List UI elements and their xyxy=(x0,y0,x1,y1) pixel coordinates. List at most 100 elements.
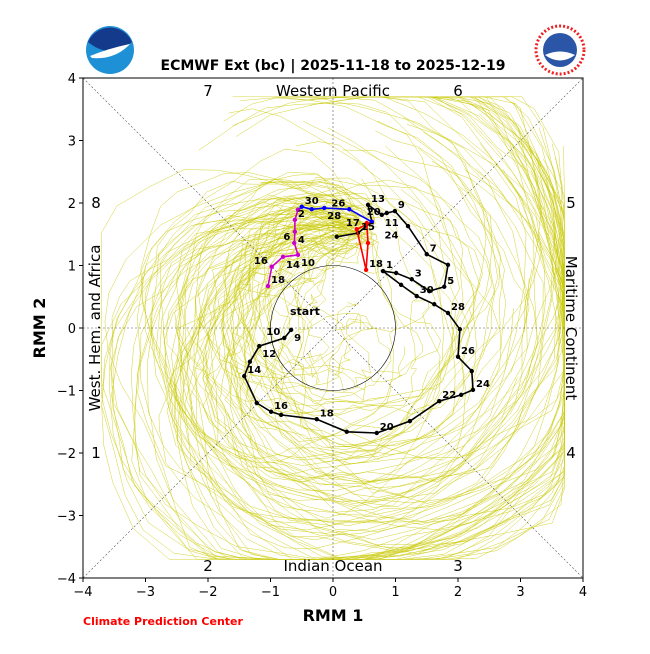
y-axis-label: RMM 2 xyxy=(30,298,49,359)
x-tick-label: −2 xyxy=(198,585,217,600)
y-tick-label: 2 xyxy=(68,197,76,212)
ensemble-member-line xyxy=(221,188,481,440)
y-tick-label: −4 xyxy=(57,572,76,587)
observed-point xyxy=(427,288,432,294)
observed-day-label: 20 xyxy=(380,422,394,433)
forecast-week1-point xyxy=(363,267,369,273)
ensemble-member-line xyxy=(166,96,565,560)
ensemble-member-line xyxy=(197,187,505,459)
ensemble-member-line xyxy=(195,202,423,392)
ensemble-member-line xyxy=(222,96,559,501)
ensemble-member-line xyxy=(242,145,460,483)
observed-day-label: 22 xyxy=(442,390,456,401)
phase-diagonal xyxy=(82,77,584,579)
observed-point xyxy=(247,359,253,364)
observed-day-label: 1 xyxy=(386,260,393,271)
x-tick-label: −4 xyxy=(73,585,92,600)
observed-point xyxy=(374,430,379,436)
forecast-week1-point xyxy=(365,240,371,246)
ensemble-member-line xyxy=(202,96,538,483)
ensemble-member-line xyxy=(179,149,544,519)
phase-1: 1 xyxy=(91,444,101,462)
ensemble-member-line xyxy=(101,173,564,560)
region-left: West. Hem. and Africa xyxy=(86,245,104,412)
observed-point xyxy=(405,223,411,229)
forecast-week3-day-label: 18 xyxy=(271,275,285,286)
y-tick-label: 1 xyxy=(68,260,76,275)
forecast-week3-point xyxy=(292,217,298,223)
forecast-week3-point xyxy=(292,240,297,246)
ensemble-member-line xyxy=(174,96,565,560)
x-tick-label: −3 xyxy=(136,585,155,600)
ensemble-member-line xyxy=(251,179,465,461)
observed-point xyxy=(254,400,259,406)
observed-point xyxy=(469,368,474,374)
forecast-week1-point xyxy=(364,220,369,226)
ensemble-member-line xyxy=(170,96,565,559)
ensemble-member-line xyxy=(211,213,514,480)
observed-point xyxy=(455,354,461,359)
forecast-week1-day-label: 17 xyxy=(346,218,360,229)
unit-circle xyxy=(270,265,396,391)
observed-point xyxy=(470,387,476,393)
forecast-week2-point xyxy=(347,207,352,212)
forecast-week2-day-label: 30 xyxy=(305,196,319,207)
observed-day-label: 3 xyxy=(415,268,422,279)
ensemble-member-line xyxy=(196,160,539,465)
ensemble-member-line xyxy=(223,154,565,494)
credit-label: Climate Prediction Center xyxy=(83,615,243,628)
ensemble-member-line xyxy=(195,182,436,370)
observed-point xyxy=(288,327,294,333)
forecast-week3-point xyxy=(280,254,286,259)
forecast-week2-day-label: 24 xyxy=(385,231,399,242)
observed-day-label: 9 xyxy=(398,200,405,211)
observed-point xyxy=(334,234,339,239)
y-tick-label: −1 xyxy=(57,385,76,400)
ensemble-member-line xyxy=(195,113,565,554)
forecast-week1-day-label: 18 xyxy=(369,259,383,270)
observed-point xyxy=(282,335,287,341)
ensemble-member-line xyxy=(163,127,446,459)
y-tick-label: 0 xyxy=(68,322,76,337)
observed-point xyxy=(432,302,437,307)
observed-day-label: 5 xyxy=(447,276,454,287)
nws-logo xyxy=(534,24,586,76)
observed-point xyxy=(314,417,319,422)
forecast-week2-point xyxy=(309,207,314,212)
ensemble-member-line xyxy=(243,120,496,447)
observed-point xyxy=(437,398,442,404)
observed-point xyxy=(445,262,451,268)
ensemble-member-line xyxy=(208,96,527,504)
observed-point xyxy=(384,210,389,216)
ensemble-member-line xyxy=(162,146,565,541)
phase-4: 4 xyxy=(566,444,576,462)
ensemble-member-line xyxy=(141,96,542,483)
noaa-logo xyxy=(86,26,134,74)
forecast-week3-point xyxy=(292,229,298,234)
ensemble-member-line xyxy=(248,130,493,457)
phase-6: 6 xyxy=(453,82,463,100)
phase-2: 2 xyxy=(203,557,213,575)
ensemble-member-line xyxy=(131,96,565,560)
forecast-week3-day-label: 2 xyxy=(298,209,305,220)
observed-day-label: 12 xyxy=(262,349,276,360)
ensemble-member-line xyxy=(232,179,493,407)
region-right: Maritime Continent xyxy=(562,256,580,401)
forecast-week3-point xyxy=(295,207,301,213)
ensemble-member-line xyxy=(228,108,476,430)
observed-point xyxy=(242,373,247,379)
ensemble-member-line xyxy=(235,230,392,400)
forecast-week2-point xyxy=(322,205,327,211)
forecast-week3-day-label: 14 xyxy=(286,260,300,271)
phase-8: 8 xyxy=(91,194,101,212)
region-top: Western Pacific xyxy=(276,82,390,100)
observed-point xyxy=(392,208,398,214)
forecast-week1-point xyxy=(354,227,359,232)
y-tick-label: 3 xyxy=(68,135,76,150)
ensemble-member-line xyxy=(220,235,373,390)
observed-day-label: 9 xyxy=(294,333,301,344)
observed-day-label: 13 xyxy=(371,194,385,205)
ensemble-member-line xyxy=(228,96,507,507)
